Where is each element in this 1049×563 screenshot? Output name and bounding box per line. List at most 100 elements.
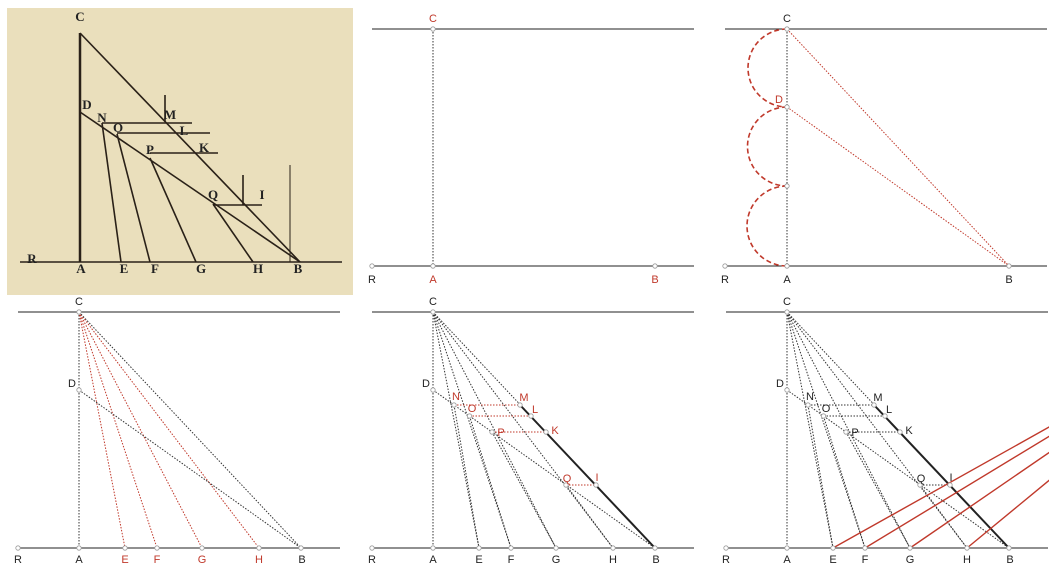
label: M xyxy=(164,107,176,122)
line xyxy=(823,415,866,549)
point xyxy=(489,429,495,435)
line xyxy=(807,404,834,549)
label: O xyxy=(468,403,477,415)
line xyxy=(79,32,301,263)
label: Q xyxy=(917,473,926,485)
point xyxy=(784,309,790,315)
line xyxy=(786,311,866,549)
label: A xyxy=(783,274,791,286)
label: K xyxy=(905,425,913,437)
label: K xyxy=(199,140,210,155)
point xyxy=(830,545,836,551)
label: A xyxy=(429,554,437,563)
label: E xyxy=(475,554,482,563)
label: M xyxy=(873,392,882,404)
line xyxy=(78,311,260,549)
label: G xyxy=(906,554,915,563)
label: F xyxy=(151,261,159,276)
label: C xyxy=(783,296,791,308)
label: F xyxy=(508,554,515,563)
label: H xyxy=(253,261,263,276)
label: D xyxy=(775,94,783,106)
point xyxy=(369,263,375,269)
label: P xyxy=(851,427,858,439)
point xyxy=(430,26,436,32)
label: N xyxy=(452,391,460,403)
line xyxy=(786,389,1010,549)
point xyxy=(907,545,913,551)
label: L xyxy=(886,404,892,416)
point xyxy=(154,545,160,551)
label: L xyxy=(180,123,189,138)
point xyxy=(451,402,457,408)
line xyxy=(565,484,614,549)
label: A xyxy=(76,261,86,276)
line xyxy=(78,311,158,549)
line xyxy=(432,311,557,549)
line xyxy=(786,106,1010,267)
point xyxy=(1006,545,1012,551)
label: C xyxy=(429,13,437,25)
label: N xyxy=(806,391,814,403)
label: A xyxy=(783,554,791,563)
label: R xyxy=(368,274,376,286)
point xyxy=(820,413,827,419)
point xyxy=(553,545,559,551)
line xyxy=(832,426,1049,549)
label: E xyxy=(829,554,836,563)
point xyxy=(784,545,790,551)
point xyxy=(1006,263,1012,269)
label: K xyxy=(551,425,559,437)
line xyxy=(491,431,557,549)
point xyxy=(76,387,82,393)
label: I xyxy=(595,472,598,484)
line xyxy=(864,435,1049,549)
line xyxy=(149,157,197,263)
line xyxy=(78,311,302,549)
label: M xyxy=(519,392,528,404)
label: D xyxy=(68,378,76,390)
point xyxy=(430,545,436,551)
line xyxy=(432,389,656,549)
line xyxy=(432,311,480,549)
label: R xyxy=(721,274,729,286)
arc xyxy=(746,185,788,267)
line xyxy=(873,404,1010,549)
line xyxy=(469,415,512,549)
point xyxy=(76,545,82,551)
line xyxy=(453,404,480,549)
point xyxy=(897,429,903,435)
line xyxy=(78,389,302,549)
label: D xyxy=(776,378,784,390)
label: A xyxy=(75,554,83,563)
label: L xyxy=(532,404,538,416)
point xyxy=(805,402,811,408)
line xyxy=(786,311,911,549)
line xyxy=(519,404,656,549)
label: B xyxy=(298,554,305,563)
point xyxy=(723,545,729,551)
label: R xyxy=(27,251,37,266)
label: Q xyxy=(208,187,218,202)
point xyxy=(871,402,877,408)
label: I xyxy=(949,472,952,484)
point xyxy=(882,413,888,419)
point xyxy=(784,263,790,269)
line xyxy=(78,311,126,549)
line xyxy=(786,311,968,549)
point xyxy=(784,183,790,189)
point xyxy=(784,104,790,110)
label: A xyxy=(429,274,437,286)
point xyxy=(528,413,534,419)
label: C xyxy=(783,13,791,25)
point xyxy=(256,545,262,551)
label: R xyxy=(368,554,376,563)
point xyxy=(369,545,375,551)
arc xyxy=(746,106,788,187)
point xyxy=(862,545,868,551)
label: F xyxy=(862,554,869,563)
point xyxy=(199,545,205,551)
label: B xyxy=(651,274,658,286)
label: H xyxy=(963,554,971,563)
